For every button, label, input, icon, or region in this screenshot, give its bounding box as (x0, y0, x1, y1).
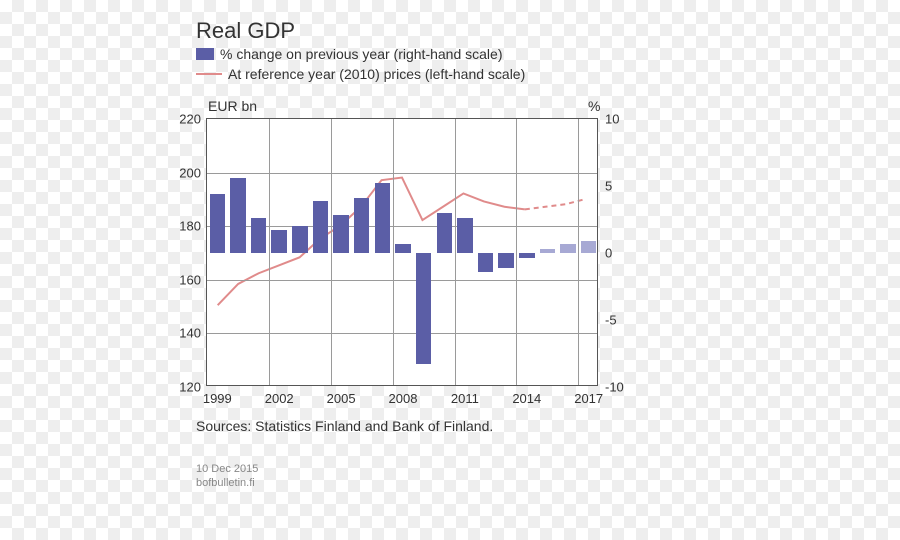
gdp-change-bar (540, 249, 555, 253)
gdp-change-bar (333, 215, 348, 253)
legend-bars: % change on previous year (right-hand sc… (196, 46, 503, 62)
gridline-vertical (331, 119, 332, 385)
plot-area: 120140160180200220-10-505101999200220052… (206, 118, 598, 386)
x-tick-label: 2002 (265, 387, 294, 406)
right-tick-label: 10 (599, 112, 619, 127)
gdp-change-bar (292, 226, 307, 253)
gdp-change-bar (354, 198, 369, 253)
right-tick-label: 5 (599, 179, 612, 194)
gridline-horizontal (207, 333, 597, 334)
source-text: Sources: Statistics Finland and Bank of … (196, 418, 493, 434)
x-tick-label: 2017 (574, 387, 603, 406)
gdp-change-bar (375, 183, 390, 253)
right-tick-label: -5 (599, 313, 617, 328)
right-tick-label: 0 (599, 246, 612, 261)
left-tick-label: 180 (179, 219, 207, 234)
gdp-change-bar (560, 244, 575, 253)
x-tick-label: 2014 (512, 387, 541, 406)
gridline-vertical (269, 119, 270, 385)
legend-bars-label: % change on previous year (right-hand sc… (220, 46, 503, 62)
x-tick-label: 2011 (451, 387, 479, 406)
gdp-change-bar (581, 241, 596, 253)
gdp-change-bar (416, 253, 431, 364)
left-tick-label: 220 (179, 112, 207, 127)
gridline-vertical (578, 119, 579, 385)
gdp-change-bar (210, 194, 225, 253)
gdp-change-bar (251, 218, 266, 253)
legend-line-swatch (196, 73, 222, 75)
gridline-vertical (455, 119, 456, 385)
legend-bars-swatch (196, 48, 214, 60)
legend-line-label: At reference year (2010) prices (left-ha… (228, 66, 525, 82)
x-tick-label: 2005 (327, 387, 356, 406)
chart-container: Real GDP % change on previous year (righ… (0, 0, 900, 540)
left-tick-label: 200 (179, 165, 207, 180)
gridline-vertical (393, 119, 394, 385)
left-tick-label: 160 (179, 272, 207, 287)
left-tick-label: 140 (179, 326, 207, 341)
chart-title: Real GDP (196, 18, 295, 44)
legend-line: At reference year (2010) prices (left-ha… (196, 66, 525, 82)
gdp-change-bar (498, 253, 513, 268)
gdp-change-bar (519, 253, 534, 258)
gdp-change-bar (313, 201, 328, 253)
gdp-change-bar (395, 244, 410, 253)
x-tick-label: 2008 (389, 387, 418, 406)
gdp-change-bar (271, 230, 286, 253)
gdp-change-bar (478, 253, 493, 272)
gdp-change-bar (230, 178, 245, 253)
left-axis-title: EUR bn (208, 98, 257, 114)
gridline-vertical (516, 119, 517, 385)
footnote-text: 10 Dec 2015bofbulletin.fi (196, 462, 258, 491)
gridline-horizontal (207, 173, 597, 174)
gdp-change-bar (457, 218, 472, 253)
gdp-change-bar (437, 213, 452, 253)
gridline-horizontal (207, 280, 597, 281)
x-tick-label: 1999 (203, 387, 232, 406)
